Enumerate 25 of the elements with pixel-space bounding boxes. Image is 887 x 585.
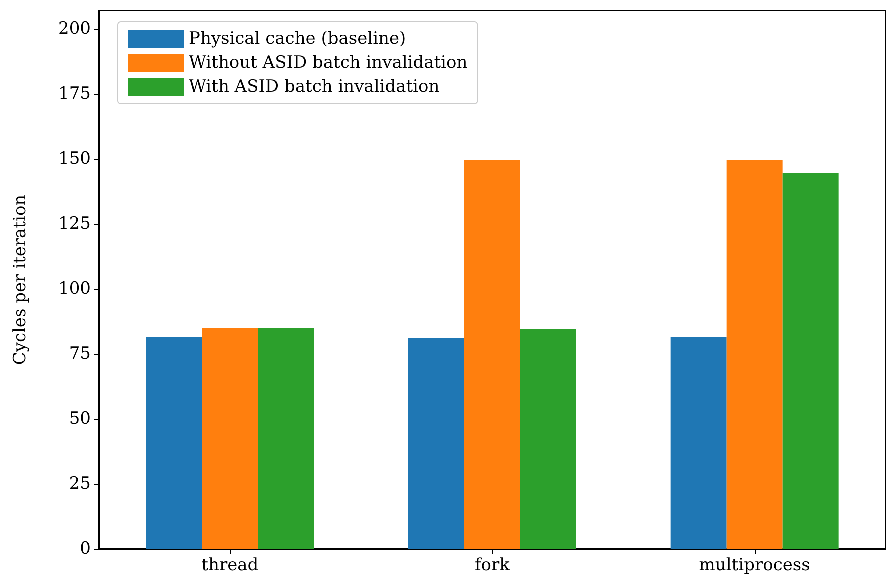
y-tick-label: 100 bbox=[58, 279, 91, 300]
x-tick-label: fork bbox=[475, 556, 511, 576]
bar bbox=[202, 328, 258, 549]
bar bbox=[408, 338, 464, 549]
y-tick-label: 125 bbox=[58, 214, 91, 234]
legend-label: With ASID batch invalidation bbox=[189, 77, 440, 97]
legend-label: Physical cache (baseline) bbox=[189, 29, 406, 49]
bar bbox=[726, 160, 783, 549]
y-tick-label: 200 bbox=[58, 19, 91, 40]
y-tick-label: 175 bbox=[58, 84, 91, 104]
y-axis-title: Cycles per iteration bbox=[10, 194, 30, 366]
y-tick-label: 50 bbox=[69, 409, 91, 430]
bar bbox=[670, 337, 727, 549]
y-tick-label: 0 bbox=[80, 539, 91, 559]
bar bbox=[464, 160, 520, 549]
bar bbox=[782, 173, 839, 549]
bar bbox=[258, 328, 314, 549]
x-tick-label: multiprocess bbox=[699, 556, 810, 576]
y-tick-label: 150 bbox=[58, 149, 91, 170]
bar bbox=[146, 337, 202, 549]
bar bbox=[520, 329, 576, 549]
legend-label: Without ASID batch invalidation bbox=[189, 53, 468, 73]
y-tick-label: 75 bbox=[69, 344, 91, 364]
x-tick-label: thread bbox=[202, 556, 259, 576]
y-tick-label: 25 bbox=[69, 474, 91, 494]
